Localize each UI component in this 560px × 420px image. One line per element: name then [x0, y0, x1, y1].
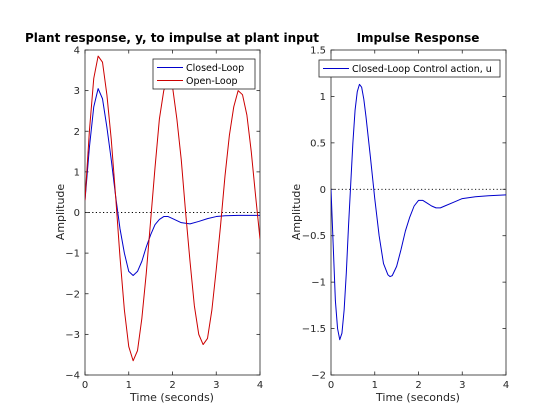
left-x-tick-label: 1 [126, 380, 132, 391]
right-y-axis-label: Amplitude [290, 184, 303, 241]
left-chart-title: Plant response, y, to impulse at plant i… [25, 31, 319, 45]
right-x-tick-label: 0 [328, 380, 334, 391]
right-axes: Impulse Response Time (seconds) Amplitud… [290, 31, 509, 404]
left-legend: Closed-Loop Open-Loop [152, 58, 256, 90]
right-legend: Closed-Loop Control action, u [318, 59, 501, 78]
left-y-tick-label: 0 [74, 208, 80, 219]
left-series-line-0 [85, 88, 260, 276]
left-x-tick-label: 0 [82, 380, 88, 391]
right-series-line-0 [331, 83, 506, 341]
left-y-tick-label: −4 [65, 371, 80, 382]
left-legend-label: Closed-Loop [186, 63, 244, 74]
right-chart-title: Impulse Response [357, 31, 480, 45]
left-y-tick-label: −1 [65, 249, 80, 260]
right-y-tick-label: −2 [311, 371, 326, 382]
right-y-tick-label: 0.5 [310, 138, 326, 149]
right-x-tick-label: 1 [372, 380, 378, 391]
left-y-tick-label: −2 [65, 289, 80, 300]
left-y-tick-label: 4 [74, 46, 80, 57]
left-axes: Plant response, y, to impulse at plant i… [25, 31, 319, 404]
right-x-tick-label: 2 [415, 380, 421, 391]
left-y-tick-label: −3 [65, 330, 80, 341]
right-x-axis-label: Time (seconds) [375, 391, 460, 404]
right-plot-area [330, 49, 507, 376]
left-legend-label: Open-Loop [186, 76, 238, 87]
right-x-tick-label: 4 [503, 380, 509, 391]
right-y-tick-label: −1.5 [302, 324, 326, 335]
left-legend-box [152, 58, 256, 90]
left-y-tick-label: 1 [74, 167, 80, 178]
right-y-tick-label: −0.5 [302, 231, 326, 242]
right-y-tick-label: 1 [320, 92, 326, 103]
left-y-axis-label: Amplitude [54, 184, 67, 241]
right-y-tick-label: 1.5 [310, 46, 326, 57]
left-x-axis-label: Time (seconds) [129, 391, 214, 404]
right-y-tick-label: −1 [311, 278, 326, 289]
left-x-tick-label: 2 [169, 380, 175, 391]
right-legend-label: Closed-Loop Control action, u [352, 64, 492, 75]
right-legend-box [318, 59, 501, 78]
right-y-tick-label: 0 [320, 185, 326, 196]
left-y-tick-label: 2 [74, 127, 80, 138]
right-x-tick-label: 3 [459, 380, 465, 391]
left-x-tick-label: 4 [257, 380, 263, 391]
left-x-tick-label: 3 [213, 380, 219, 391]
left-y-tick-label: 3 [74, 86, 80, 97]
